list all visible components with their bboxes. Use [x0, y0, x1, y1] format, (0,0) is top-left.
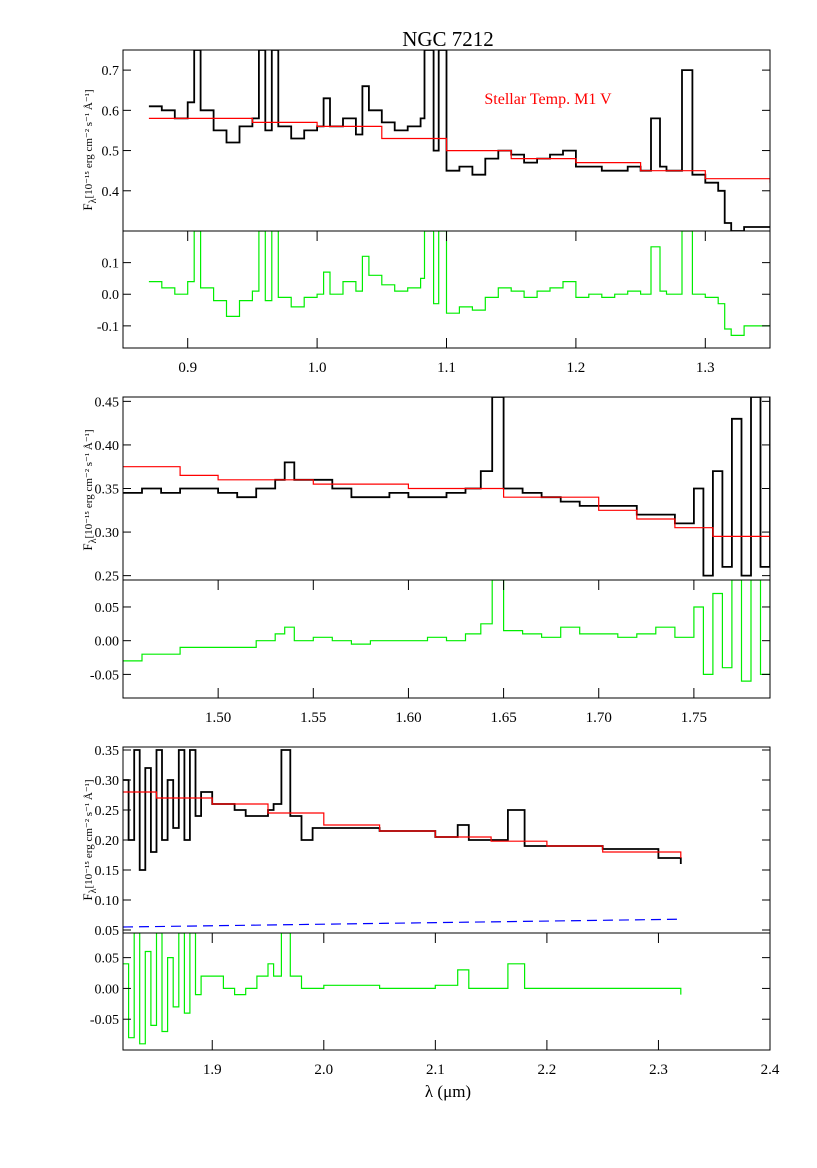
xtick-label-4-0: 1.50: [205, 710, 231, 726]
xtick-label-4-3: 1.65: [490, 710, 516, 726]
panel-frame-4: [122, 579, 771, 699]
ytick-label-5-4: 0.25: [95, 804, 120, 819]
ylabel-sub-j: λ: [88, 198, 99, 203]
series-observed-3: [123, 397, 770, 577]
ytick-label-2-2: 0.1: [102, 257, 120, 272]
ytick-label-3-4: 0.45: [95, 395, 120, 410]
xtick-label-4-4: 1.70: [586, 710, 612, 726]
panel-frame-5: [122, 746, 771, 934]
ylabel-f-h: F: [80, 543, 95, 550]
ytick-label-5-2: 0.15: [95, 864, 120, 879]
ytick-label-2-0: -0.1: [97, 320, 119, 335]
ylabel-f-k: F: [80, 893, 95, 900]
ytick-label-3-3: 0.40: [95, 439, 120, 454]
ytick-label-3-1: 0.30: [95, 526, 120, 541]
xtick-label-2-4: 1.3: [696, 360, 715, 376]
xtick-label-6-4: 2.3: [649, 1062, 668, 1078]
ytick-label-4-2: 0.05: [95, 601, 120, 616]
xtick-label-4-5: 1.75: [681, 710, 707, 726]
ytick-label-4-1: 0.00: [95, 635, 120, 650]
series-template-5: [123, 791, 682, 858]
panel-4: -0.05 0.00 0.05 1.50 1.55 1.60 1.65 1.70 1.75: [90, 579, 771, 726]
ytick-label-5-0: 0.05: [95, 924, 120, 939]
series-template-1: [148, 117, 770, 183]
series-power_law-5: [123, 918, 681, 928]
series-residual-6: [123, 933, 682, 1045]
xtick-label-2-2: 1.1: [437, 360, 456, 376]
ytick-label-3-2: 0.35: [95, 483, 120, 498]
ytick-label-1-3: 0.7: [102, 64, 120, 79]
ytick-label-6-2: 0.05: [95, 952, 120, 967]
series-residual-4: [123, 580, 770, 682]
ylabel-text-h: Fλ[10⁻¹⁵ erg cm⁻² s⁻¹ Å⁻¹]: [80, 429, 99, 550]
ylabel-sub-k: λ: [88, 888, 99, 893]
ytick-label-2-1: 0.0: [102, 288, 120, 303]
ylabel-text-k: Fλ[10⁻¹⁵ erg cm⁻² s⁻¹ Å⁻¹]: [80, 779, 99, 900]
ytick-label-6-0: -0.05: [90, 1013, 119, 1028]
xtick-label-6-1: 2.0: [314, 1062, 333, 1078]
panels: 0.4 0.5 0.6 0.7 -0.1 0.0 0.1 0.9 1.0 1.1 1.2 1.3 0.2…: [90, 49, 780, 1078]
ytick-label-4-0: -0.05: [90, 668, 119, 683]
series-observed-1: [148, 50, 770, 231]
panel-1: 0.4 0.5 0.6 0.7: [102, 49, 771, 232]
ylabel-sub-h: λ: [88, 538, 99, 543]
annotation-text: Stellar Temp. M1 V: [484, 91, 612, 108]
ylabel-unit-h: [10⁻¹⁵ erg cm⁻² s⁻¹ Å⁻¹]: [83, 429, 95, 538]
ytick-label-5-5: 0.30: [95, 774, 120, 789]
series-residual-2: [148, 231, 770, 336]
xtick-label-6-0: 1.9: [203, 1062, 222, 1078]
ylabel-f-j: F: [80, 203, 95, 210]
x-axis-label: λ (μm): [425, 1082, 471, 1101]
ylabel-text-j: Fλ[10⁻¹⁵ erg cm⁻² s⁻¹ Å⁻¹]: [80, 89, 99, 210]
ytick-label-5-1: 0.10: [95, 894, 120, 909]
panel-6: -0.05 0.00 0.05 1.9 2.0 2.1 2.2 2.3 2.4: [90, 932, 780, 1078]
ylabel-unit-k: [10⁻¹⁵ erg cm⁻² s⁻¹ Å⁻¹]: [83, 779, 95, 888]
panel-3: 0.25 0.30 0.35 0.40 0.45: [95, 395, 771, 585]
panel-5: 0.05 0.10 0.15 0.20 0.25 0.30 0.35: [95, 744, 771, 939]
series-template-3: [123, 466, 770, 541]
ytick-label-3-0: 0.25: [95, 570, 120, 585]
panel-2: -0.1 0.0 0.1 0.9 1.0 1.1 1.2 1.3: [97, 230, 771, 376]
xtick-label-4-2: 1.60: [395, 710, 421, 726]
panel-frame-6: [122, 932, 771, 1051]
xtick-label-2-1: 1.0: [308, 360, 327, 376]
xtick-label-2-0: 0.9: [178, 360, 197, 376]
ytick-label-1-2: 0.6: [102, 104, 120, 119]
series-observed-5: [123, 749, 682, 871]
xtick-label-2-3: 1.2: [567, 360, 586, 376]
ytick-label-5-3: 0.20: [95, 834, 120, 849]
ytick-label-1-0: 0.4: [102, 185, 120, 200]
ytick-label-1-1: 0.5: [102, 145, 120, 160]
ytick-label-6-1: 0.00: [95, 982, 120, 997]
annotation-stellar-template: Stellar Temp. M1 V: [484, 91, 612, 108]
xtick-label-4-1: 1.55: [300, 710, 326, 726]
ylabel-panel-j: Fλ[10⁻¹⁵ erg cm⁻² s⁻¹ Å⁻¹]: [80, 89, 99, 210]
ylabel-panel-k: Fλ[10⁻¹⁵ erg cm⁻² s⁻¹ Å⁻¹]: [80, 779, 99, 900]
ytick-label-5-6: 0.35: [95, 744, 120, 759]
xtick-label-6-3: 2.2: [538, 1062, 557, 1078]
xtick-label-6-2: 2.1: [426, 1062, 445, 1078]
ylabel-panel-h: Fλ[10⁻¹⁵ erg cm⁻² s⁻¹ Å⁻¹]: [80, 429, 99, 550]
xtick-label-6-5: 2.4: [761, 1062, 780, 1078]
ylabel-unit-j: [10⁻¹⁵ erg cm⁻² s⁻¹ Å⁻¹]: [83, 89, 95, 198]
chart-title: NGC 7212: [402, 27, 494, 51]
